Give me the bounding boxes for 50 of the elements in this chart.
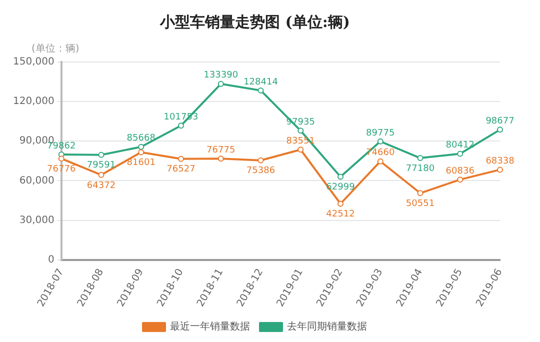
- point: [138, 144, 144, 150]
- point: [98, 172, 104, 178]
- point: [337, 174, 344, 180]
- point: [417, 190, 424, 196]
- y-tick-label: 30,000: [19, 214, 54, 226]
- data-label: 50551: [406, 198, 435, 209]
- legend-label: 最近一年销量数据: [170, 320, 250, 333]
- data-label: 76776: [47, 164, 76, 174]
- point: [98, 152, 104, 158]
- point: [258, 87, 264, 94]
- point: [497, 126, 503, 133]
- legend-label: 去年同期销量数据: [287, 320, 367, 333]
- point: [218, 156, 224, 162]
- point: [377, 158, 384, 164]
- data-label: 74660: [366, 148, 395, 158]
- y-tick-label: 150,000: [12, 56, 54, 68]
- data-label: 128414: [244, 77, 278, 88]
- data-label: 76775: [206, 145, 236, 156]
- point: [497, 166, 503, 173]
- data-label: 98677: [486, 116, 514, 127]
- data-label: 75386: [246, 166, 276, 176]
- data-label: 68338: [486, 156, 515, 167]
- data-label: 89775: [366, 128, 395, 138]
- y-axis-title: (单位：辆): [31, 42, 80, 55]
- point: [298, 146, 304, 153]
- y-tick-label: 120,000: [12, 96, 54, 108]
- point: [58, 156, 64, 162]
- point: [377, 138, 384, 144]
- point: [417, 155, 424, 162]
- y-tick-label: 0: [48, 254, 54, 266]
- chart-title: 小型车销量走势图 (单位:辆): [159, 12, 350, 31]
- data-label: 79591: [86, 160, 116, 171]
- data-label: 80412: [446, 140, 474, 151]
- data-label: 64372: [86, 180, 116, 191]
- point: [178, 156, 184, 162]
- data-label: 77180: [406, 164, 435, 174]
- point: [178, 122, 184, 129]
- data-label: 60836: [446, 166, 475, 176]
- data-label: 133390: [204, 70, 238, 81]
- point: [218, 80, 224, 87]
- data-label: 42512: [326, 210, 355, 220]
- data-label: 76527: [166, 164, 196, 175]
- point: [138, 149, 144, 156]
- point: [457, 150, 464, 157]
- point: [457, 176, 464, 183]
- point: [258, 157, 264, 164]
- y-tick-label: 60,000: [19, 175, 54, 186]
- point: [298, 128, 304, 134]
- point: [337, 200, 344, 207]
- data-label: 85668: [126, 134, 156, 144]
